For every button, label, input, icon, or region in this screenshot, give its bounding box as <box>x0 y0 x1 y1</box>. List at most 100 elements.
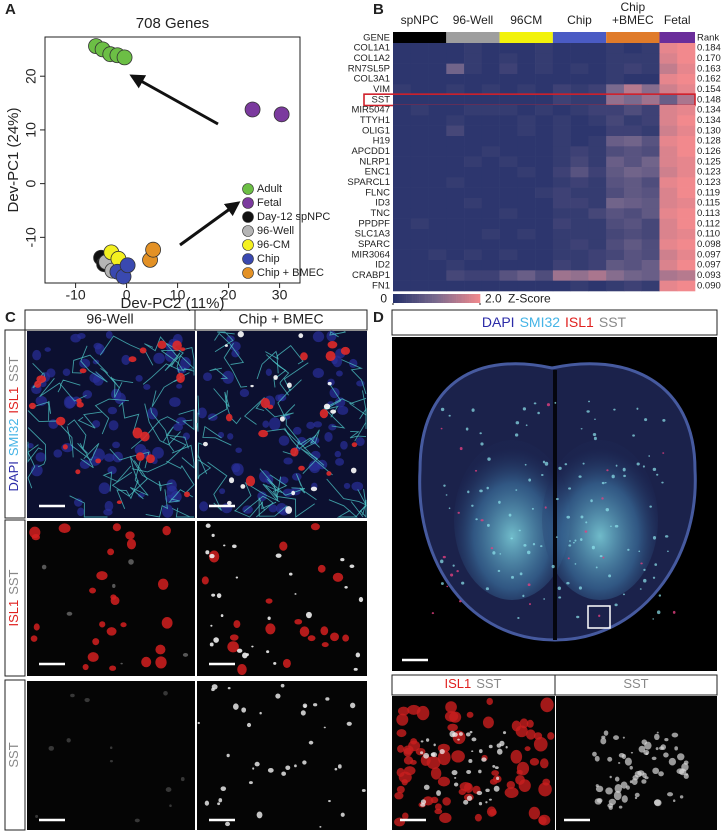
heatmap-cell <box>410 177 429 188</box>
cell <box>538 816 547 825</box>
cell <box>157 578 169 590</box>
heatmap-cell <box>606 63 625 75</box>
heatmap-cell <box>659 53 678 64</box>
rank-label: 0.093 <box>697 270 721 281</box>
cell <box>607 756 613 762</box>
rank-label: 0.162 <box>697 74 721 85</box>
cell <box>307 635 316 642</box>
heatmap-cell <box>535 105 554 116</box>
cell <box>544 506 547 509</box>
cell <box>116 500 122 505</box>
column-header: 96-Well <box>86 311 133 327</box>
cell <box>112 523 121 532</box>
gene-label: FN1 <box>372 280 390 291</box>
cell <box>467 490 470 494</box>
cell <box>661 481 664 484</box>
cell <box>334 767 338 771</box>
colorbar-segment <box>451 294 455 303</box>
cell <box>273 661 277 665</box>
cell <box>492 551 496 555</box>
cell <box>485 801 488 804</box>
cell <box>279 541 288 551</box>
cell <box>105 331 113 339</box>
cell <box>104 453 115 462</box>
heatmap-cell <box>659 177 678 188</box>
cell <box>268 504 278 513</box>
cell <box>35 452 46 462</box>
fiber <box>158 480 173 492</box>
heatmap-cell <box>659 260 678 271</box>
heatmap-cell <box>570 105 589 116</box>
heatmap-cell <box>517 218 536 230</box>
fiber <box>208 388 230 420</box>
legend-label: 96-Well <box>257 225 294 237</box>
cell <box>621 795 628 803</box>
cell <box>336 370 343 377</box>
stain-word: SST <box>6 742 21 767</box>
cell <box>642 772 647 779</box>
inset-marker <box>587 605 611 629</box>
cell <box>77 507 85 517</box>
heatmap-cell <box>428 74 447 85</box>
fiber <box>300 448 333 476</box>
gene-label: SPARCL1 <box>347 177 390 188</box>
cell <box>461 581 465 585</box>
rank-label: 0.110 <box>697 229 720 240</box>
cell <box>265 368 272 376</box>
cell <box>351 481 364 491</box>
colorbar-tick-label: 0 <box>380 292 387 306</box>
heatmap-cell <box>535 94 554 106</box>
rank-label: 0.123 <box>697 167 721 178</box>
cell <box>537 411 540 415</box>
heatmap-cell <box>517 167 536 178</box>
cell <box>213 637 219 643</box>
colorbar-segment <box>423 294 426 303</box>
inset-header-box <box>391 674 556 696</box>
colorbar-segment <box>469 294 472 303</box>
fiber <box>277 388 301 443</box>
fiber <box>131 436 187 473</box>
fiber <box>30 400 52 421</box>
cell <box>590 499 593 503</box>
y-axis-label: Dev-PC1 (24%) <box>5 107 22 212</box>
heatmap-cell <box>410 167 429 178</box>
cell <box>430 767 442 780</box>
cell <box>162 525 171 536</box>
cell <box>420 803 426 807</box>
cell <box>478 801 483 806</box>
heatmap-cell <box>393 74 412 85</box>
heatmap-cell <box>606 94 625 106</box>
gene-label: COL3A1 <box>354 74 390 85</box>
cell <box>437 776 451 787</box>
heatmap-cell <box>623 177 643 188</box>
cell <box>204 800 210 806</box>
cell <box>662 452 665 454</box>
cell <box>525 729 536 740</box>
cell <box>325 351 336 362</box>
stain-word: SST <box>623 676 648 691</box>
cell <box>606 469 609 472</box>
colorbar-segment <box>475 294 479 303</box>
legend-label: Adult <box>257 183 282 195</box>
cell <box>480 442 484 446</box>
cell <box>476 790 483 796</box>
heatmap-cell <box>446 239 465 250</box>
heatmap-cell <box>393 156 412 168</box>
cell <box>199 501 209 512</box>
cell <box>153 352 165 364</box>
cell <box>539 758 549 769</box>
x-tick-label: 10 <box>170 287 186 303</box>
cell <box>397 706 410 716</box>
cell <box>218 798 223 803</box>
cell <box>232 463 244 476</box>
rank-label: 0.125 <box>697 156 721 167</box>
heatmap-cell <box>641 156 660 168</box>
cell <box>93 342 102 350</box>
colorbar-segment <box>477 294 481 303</box>
fiber <box>243 397 265 425</box>
group-label: Chip <box>620 0 645 14</box>
cell <box>454 777 457 779</box>
colorbar-segment <box>466 294 470 303</box>
gene-label: COL1A2 <box>354 53 390 64</box>
